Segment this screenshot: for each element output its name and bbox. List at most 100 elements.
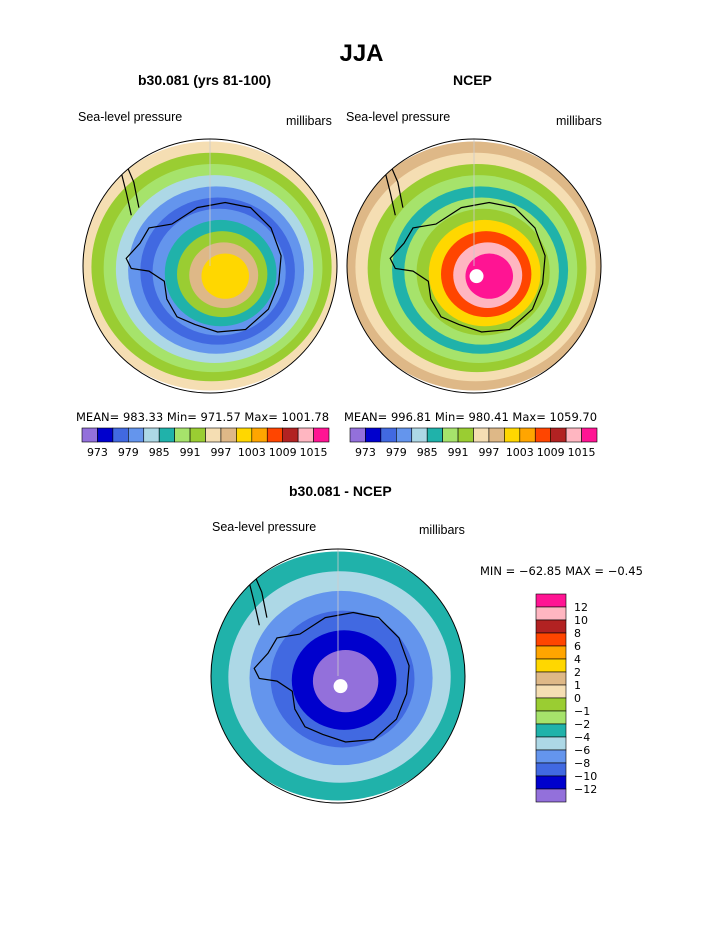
colorbar-3-swatch — [535, 749, 567, 764]
map-ncep-slp — [346, 138, 602, 394]
map-3-coastline — [253, 611, 410, 743]
colorbar-2-swatch — [550, 427, 567, 443]
colorbar-1-swatch — [266, 427, 283, 443]
map-difference-slp — [210, 548, 466, 804]
colorbar-3-swatch — [535, 697, 567, 712]
colorbar-3-tick-label: −10 — [574, 770, 597, 783]
panel-2-stats: MEAN= 996.81 Min= 980.41 Max= 1059.70 — [344, 410, 598, 424]
colorbar-1-tick-label: 979 — [118, 446, 139, 459]
map-model-slp — [82, 138, 338, 394]
colorbar-1-swatch — [174, 427, 191, 443]
colorbar-1-tick-label: 1003 — [238, 446, 266, 459]
colorbar-1-swatch — [97, 427, 114, 443]
colorbar-3-swatch — [535, 788, 567, 803]
map-2-coastline — [389, 201, 546, 333]
colorbar-3-tick-label: −2 — [574, 718, 590, 731]
colorbar-1-tick-label: 1009 — [269, 446, 297, 459]
colorbar-3-tick-label: 8 — [574, 627, 581, 640]
colorbar-3-swatch — [535, 606, 567, 621]
colorbar-1-tick-label: 985 — [149, 446, 170, 459]
colorbar-3-swatch — [535, 632, 567, 647]
colorbar-2-swatch — [488, 427, 505, 443]
colorbar-3-swatch — [535, 710, 567, 725]
colorbar-2-swatch — [442, 427, 459, 443]
colorbar-3-tick-label: 4 — [574, 653, 581, 666]
colorbar-2-swatch — [426, 427, 443, 443]
colorbar-2-swatch — [565, 427, 582, 443]
colorbar-model: 973 979 985 991 997 1003 1009 1015 — [81, 427, 330, 459]
colorbar-2-tick-label: 997 — [478, 446, 499, 459]
colorbar-3-swatch — [535, 736, 567, 751]
map-1-contour-band — [201, 253, 250, 299]
colorbar-1-swatch — [313, 427, 330, 443]
map-1-boundary — [82, 138, 338, 394]
colorbar-3-swatch — [535, 684, 567, 699]
colorbar-3-swatch — [535, 671, 567, 686]
colorbar-3-tick-label: 1 — [574, 679, 581, 692]
colorbar-3-tick-label: 2 — [574, 666, 581, 679]
colorbar-2-swatch — [457, 427, 474, 443]
colorbar-2-swatch — [396, 427, 413, 443]
colorbar-3-tick-label: 6 — [574, 640, 581, 653]
colorbar-2-tick-label: 973 — [355, 446, 376, 459]
colorbar-3-swatch — [535, 658, 567, 673]
colorbar-2-swatch — [581, 427, 598, 443]
colorbar-1-tick-label: 973 — [87, 446, 108, 459]
colorbar-3-tick-label: 10 — [574, 614, 588, 627]
colorbar-2-swatch — [349, 427, 366, 443]
map-2-boundary — [346, 138, 602, 394]
colorbar-3-swatch — [535, 762, 567, 777]
colorbar-2-swatch — [380, 427, 397, 443]
colorbar-3-tick-label: 12 — [574, 601, 588, 614]
colorbar-1-tick-label: 1015 — [300, 446, 328, 459]
panel-3-units-label: millibars — [419, 523, 465, 537]
colorbar-1-swatch — [112, 427, 129, 443]
panel-1-stats: MEAN= 983.33 Min= 971.57 Max= 1001.78 — [76, 410, 330, 424]
colorbar-1-tick-label: 997 — [210, 446, 231, 459]
panel-3-title: b30.081 - NCEP — [289, 483, 392, 499]
colorbar-3-tick-label: 0 — [574, 692, 581, 705]
panel-1-variable-label: Sea-level pressure — [78, 110, 183, 124]
map-3-pole-mask — [333, 679, 348, 694]
colorbar-3-tick-label: −1 — [574, 705, 590, 718]
colorbar-2-swatch — [365, 427, 382, 443]
map-3-contour-band — [312, 649, 379, 713]
colorbar-1-swatch — [220, 427, 237, 443]
colorbar-1-swatch — [297, 427, 314, 443]
colorbar-1-swatch — [205, 427, 222, 443]
colorbar-3-swatch — [535, 775, 567, 790]
colorbar-1-swatch — [251, 427, 268, 443]
colorbar-3-tick-label: −12 — [574, 783, 597, 796]
colorbar-1-swatch — [81, 427, 98, 443]
colorbar-1-swatch — [143, 427, 160, 443]
colorbar-2-swatch — [519, 427, 536, 443]
colorbar-2-swatch — [473, 427, 490, 443]
panel-3-stats: MIN = −62.85 MAX = −0.45 — [480, 564, 643, 578]
colorbar-1-tick-label: 991 — [180, 446, 201, 459]
map-3-boundary — [210, 548, 466, 804]
colorbar-1-swatch — [189, 427, 206, 443]
colorbar-2-tick-label: 1015 — [568, 446, 596, 459]
colorbar-2-swatch — [504, 427, 521, 443]
map-2-contour-band — [465, 253, 514, 299]
colorbar-1-swatch — [282, 427, 299, 443]
colorbar-3-tick-label: −8 — [574, 757, 590, 770]
colorbar-1-swatch — [236, 427, 253, 443]
colorbar-2-swatch — [534, 427, 551, 443]
colorbar-1-swatch — [128, 427, 145, 443]
colorbar-ncep: 973 979 985 991 997 1003 1009 1015 — [349, 427, 598, 459]
colorbar-3-swatch — [535, 645, 567, 660]
colorbar-2-swatch — [411, 427, 428, 443]
panel-2-units-label: millibars — [556, 114, 602, 128]
colorbar-2-tick-label: 1009 — [537, 446, 565, 459]
panel-3-variable-label: Sea-level pressure — [212, 520, 317, 534]
colorbar-2-tick-label: 1003 — [506, 446, 534, 459]
panel-2-variable-label: Sea-level pressure — [346, 110, 451, 124]
colorbar-3-tick-label: −4 — [574, 731, 590, 744]
colorbar-1-swatch — [158, 427, 175, 443]
colorbar-3-tick-label: −6 — [574, 744, 590, 757]
colorbar-2-tick-label: 985 — [417, 446, 438, 459]
main-title: JJA — [339, 40, 384, 67]
